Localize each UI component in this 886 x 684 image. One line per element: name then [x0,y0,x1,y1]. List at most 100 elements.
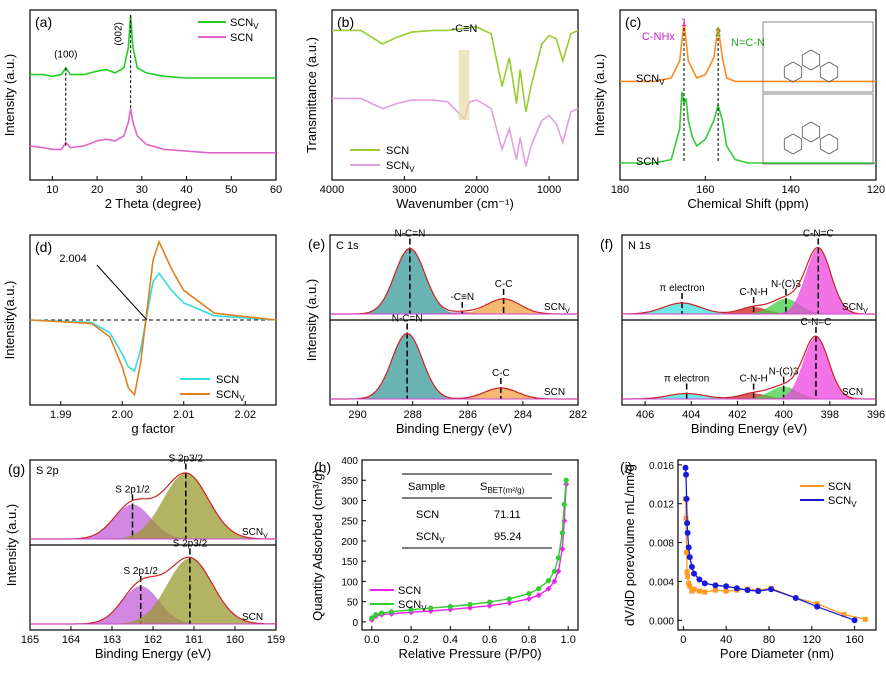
x-axis-label: Pore Diameter (nm) [720,646,834,661]
x-tick-label: 159 [267,634,285,646]
x-axis-label: Chemical Shift (ppm) [687,196,808,211]
y-tick-label: 150 [341,557,358,568]
x-tick-label: 50 [225,184,237,196]
y-tick-label: 300 [341,496,358,507]
panel-e: N-C=N -C≡N C-C N-C=N C-C 290 288 286 284 282 Bindi… [304,228,587,436]
sample-label: SCN [842,387,863,398]
x-tick-label: 140 [781,184,799,196]
plot-frame [619,9,877,181]
annotation: C-NHx [642,31,675,43]
x-tick-label: 404 [682,409,700,421]
x-tick-label: 0.2 [403,634,418,646]
panel-label: (e) [308,236,325,252]
y-tick-label: 200 [341,537,358,548]
panel-b: 4000 3000 2000 1000 Wavenumber (cm⁻¹) Transmi… [304,9,579,211]
data-point [696,588,702,594]
y-tick-label: 0.012 [649,500,674,511]
table-cell: SCN [416,509,439,521]
panel-label: (b) [337,14,354,30]
fit-peak-1 [622,307,876,314]
data-point [467,601,473,608]
x-tick-label: 2.01 [173,409,194,421]
data-point [379,610,385,616]
y-tick-label: 0.000 [649,616,674,627]
series-line-1 [29,108,276,154]
data-point [684,549,690,555]
x-tick-label: 80 [763,634,775,646]
x-tick-label: 2.02 [235,409,256,421]
data-point [755,588,762,595]
x-tick-label: 165 [21,634,39,646]
y-axis-label: dV/dD porevolume mL/nm/g [622,464,637,626]
data-point [563,477,569,483]
x-tick-label: 398 [821,409,839,421]
annotation: 2 [715,27,721,39]
data-point [814,603,821,610]
fit-peak-1 [30,558,276,624]
triazine-ring [801,49,821,71]
data-point [792,594,799,601]
data-point [733,585,740,592]
inset-bracket [762,93,874,165]
x-tick-label: 163 [103,634,121,646]
legend-entry: SCN [386,145,409,157]
panel-label: (c) [625,14,641,30]
spectrum-title: S 2p [36,465,59,477]
panel-h: 0.0 0.2 0.4 0.6 0.8 1.0 0 50 100 150 200 250 300 350 4… [310,456,579,661]
y-tick-label: 0.008 [649,539,674,550]
peak-label: N-C=N [392,313,423,324]
data-point [851,617,858,624]
x-tick-label: 30 [136,184,148,196]
data-point [691,586,697,592]
data-point [551,578,558,585]
peak-label: N-C=N [394,228,425,239]
data-point [696,576,703,583]
y-axis-label: Intensity (a.u.) [592,54,607,136]
inset-bracket [762,21,874,93]
sample-label: SCN [544,387,565,398]
data-point [373,612,379,618]
x-tick-label: 2000 [464,184,488,196]
series-line-0 [620,21,876,83]
spectrum-title: C 1s [336,240,359,252]
data-point [447,603,453,610]
panel-label: (h) [314,459,331,475]
peak-label: π electron [659,283,704,294]
data-point [545,578,552,584]
x-axis-label: Binding Energy (eV) [396,421,512,436]
y-tick-label: 100 [341,577,358,588]
data-point [712,582,719,589]
fit-peak-1 [622,393,876,399]
panel-label: (d) [35,239,52,255]
x-tick-label: 0.4 [443,634,458,646]
peak-label: C-C [495,279,513,290]
series-line-0 [332,26,579,113]
fit-peak-1 [330,311,578,314]
data-point [683,471,690,478]
y-tick-label: 50 [347,598,359,609]
series-label: SCN [636,156,659,168]
spectrum-title: N 1s [628,240,651,252]
data-point [535,592,542,599]
data-point [691,570,698,577]
panel-label: (g) [8,461,25,477]
data-point [685,544,692,551]
x-axis-label: Binding Energy (eV) [691,421,807,436]
y-tick-label: 0 [352,618,358,629]
annotation-arrow [96,264,148,321]
y-axis-label: Intensity (a.u.) [304,279,319,361]
x-tick-label: 286 [459,409,477,421]
x-tick-label: 3000 [392,184,416,196]
data-point [551,568,558,574]
data-point [525,595,532,602]
panel-g: S 2p1/2 S 2p3/2 S 2p1/2 S 2p3/2 165 164 163 162… [4,453,285,661]
data-point [555,555,561,561]
panel-f: π electron C-N-HN-(C)3C-N=Cπ electron C-N-… [600,228,885,436]
panel-a: 10 20 30 40 50 60 2 Theta (degree) Intensity (a… [2,9,282,211]
peak-label: C-C [492,368,510,379]
triazine-ring [783,133,803,155]
legend-entry: SCNV [230,17,259,31]
data-point [506,599,513,606]
annotation: -C≡N [451,23,477,35]
x-tick-label: 162 [144,634,162,646]
